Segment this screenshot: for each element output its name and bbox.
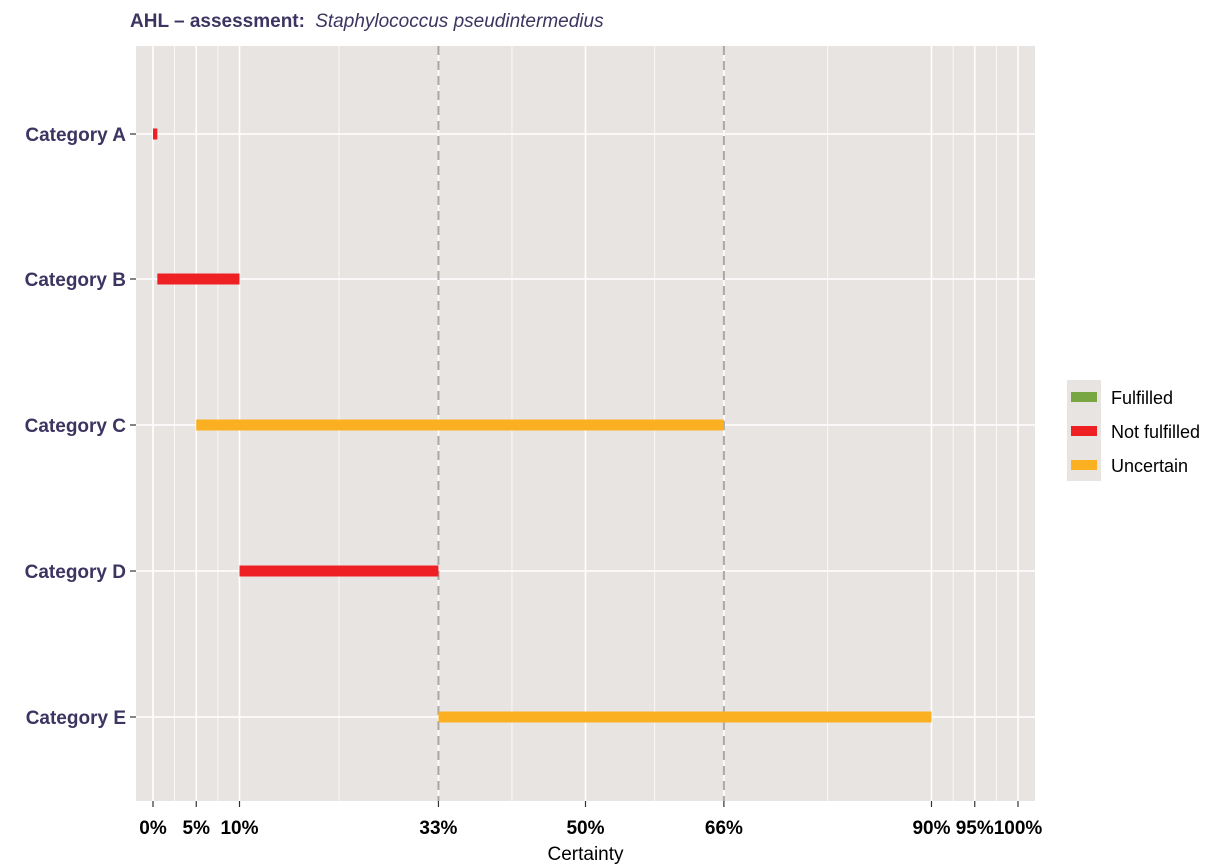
x-tick-label: 90%	[912, 818, 950, 839]
x-tick-label: 5%	[183, 818, 211, 839]
legend-swatch	[1071, 460, 1097, 470]
chart-title-italic: Staphylococcus pseudintermedius	[315, 11, 604, 32]
x-tick-label: 10%	[220, 818, 258, 839]
range-bar	[196, 419, 724, 431]
range-bar	[153, 128, 158, 140]
category-label: Category B	[25, 270, 126, 291]
category-label: Category C	[25, 416, 127, 437]
range-bar	[438, 711, 932, 723]
x-tick-label: 100%	[994, 818, 1043, 839]
category-label: Category E	[26, 708, 126, 729]
chart-title: AHL – assessment: Staphylococcus pseudin…	[130, 11, 604, 32]
x-tick-label: 33%	[419, 818, 457, 839]
legend-label: Not fulfilled	[1111, 422, 1200, 442]
legend-label: Uncertain	[1111, 456, 1188, 476]
chart-title-bold: AHL – assessment:	[130, 11, 305, 32]
legend-swatch	[1071, 426, 1097, 436]
legend-swatch	[1071, 392, 1097, 402]
legend-label: Fulfilled	[1111, 388, 1173, 408]
x-tick-label: 0%	[139, 818, 167, 839]
x-tick-label: 95%	[956, 818, 994, 839]
range-bar	[157, 273, 240, 285]
category-label: Category D	[25, 562, 126, 583]
legend: Fulfilled Not fulfilled Uncertain	[1067, 380, 1200, 481]
x-tick-label: 66%	[705, 818, 743, 839]
x-axis-title: Certainty	[547, 844, 624, 864]
range-bar	[239, 565, 439, 577]
x-tick-label: 50%	[566, 818, 604, 839]
category-label: Category A	[25, 125, 126, 146]
